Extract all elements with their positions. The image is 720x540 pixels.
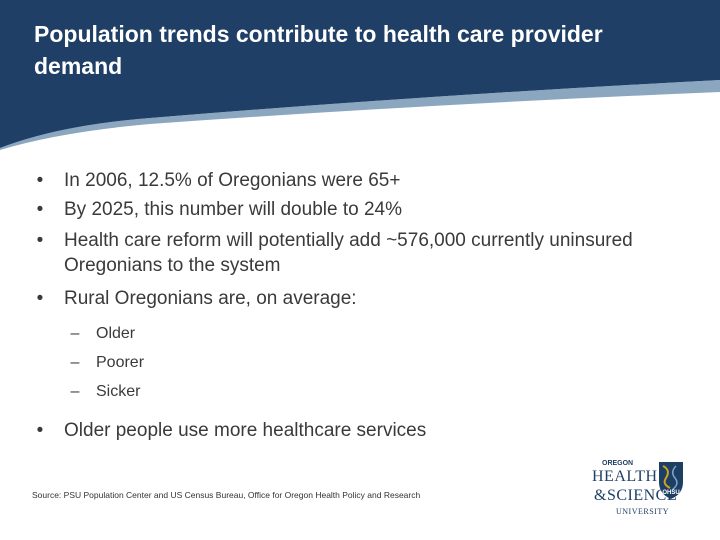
header-swoosh-background xyxy=(0,0,720,150)
sub-bullet-text: Older xyxy=(96,325,136,342)
logo-line-university: UNIVERSITY xyxy=(616,507,669,516)
sub-bullet-list: – Older – Poorer – Sicker xyxy=(64,319,690,406)
bullet-marker: • xyxy=(36,199,44,220)
bullet-marker: • xyxy=(36,288,44,309)
sub-bullet-text: Sicker xyxy=(96,383,141,400)
bullet-item: • Older people use more healthcare servi… xyxy=(30,416,690,445)
ohsu-logo: OREGON HEALTH &SCIENCE UNIVERSITY OHSU xyxy=(592,458,692,528)
bullet-marker: • xyxy=(36,230,44,251)
source-citation: Source: PSU Population Center and US Cen… xyxy=(32,490,421,500)
bullet-marker: • xyxy=(36,420,44,441)
sub-bullet-marker: – xyxy=(70,325,80,342)
bullet-item: • By 2025, this number will double to 24… xyxy=(30,195,690,224)
bullet-marker: • xyxy=(36,170,44,191)
sub-bullet-item: – Older xyxy=(64,319,690,348)
bullet-item: • Health care reform will potentially ad… xyxy=(30,228,690,278)
bullet-text: By 2025, this number will double to 24% xyxy=(64,199,402,220)
bullet-text: Older people use more healthcare service… xyxy=(64,420,427,441)
shield-badge-text: OHSU xyxy=(662,490,679,496)
logo-line-oregon: OREGON xyxy=(602,460,634,467)
slide-title: Population trends contribute to health c… xyxy=(34,21,603,79)
bullet-list: • In 2006, 12.5% of Oregonians were 65+ … xyxy=(30,166,690,445)
logo-line-health: HEALTH xyxy=(592,468,658,485)
sub-bullet-marker: – xyxy=(70,383,80,400)
sub-bullet-item: – Sicker xyxy=(64,377,690,406)
ohsu-shield-icon: OHSU xyxy=(659,462,683,499)
bullet-item: • In 2006, 12.5% of Oregonians were 65+ xyxy=(30,166,690,195)
logo-line-science: &SCIENCE xyxy=(594,487,678,504)
slide-header: Population trends contribute to health c… xyxy=(0,0,720,150)
bullet-text: Rural Oregonians are, on average: xyxy=(64,288,357,309)
bullet-item: • Rural Oregonians are, on average: – Ol… xyxy=(30,284,690,406)
sub-bullet-marker: – xyxy=(70,354,80,371)
bullet-text: Health care reform will potentially add … xyxy=(64,230,633,276)
sub-bullet-text: Poorer xyxy=(96,354,145,371)
bullet-text: In 2006, 12.5% of Oregonians were 65+ xyxy=(64,170,401,191)
sub-bullet-item: – Poorer xyxy=(64,348,690,377)
